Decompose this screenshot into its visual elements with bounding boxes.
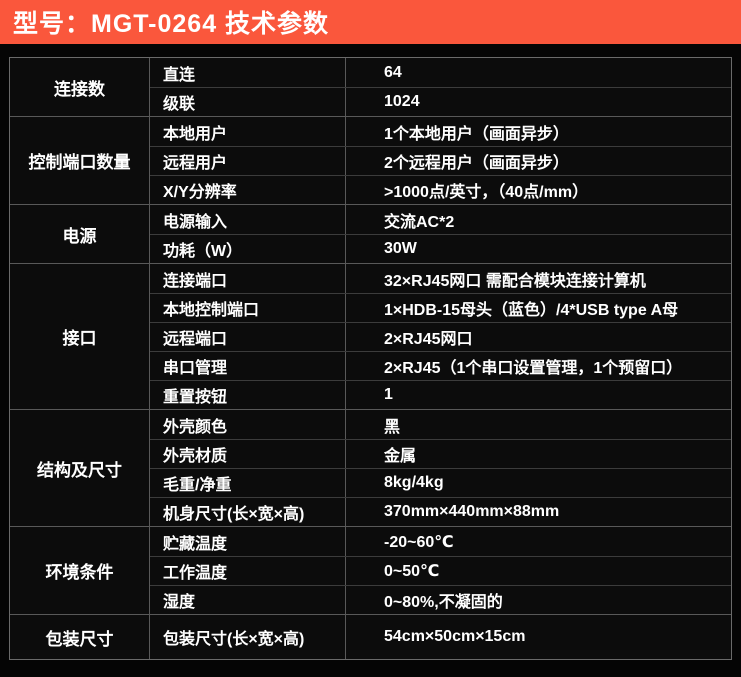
table-row: 贮藏温度 -20~60℃ bbox=[150, 527, 731, 556]
spec-group-control-ports: 控制端口数量 本地用户 1个本地用户（画面异步） 远程用户 2个远程用户（画面异… bbox=[10, 116, 731, 204]
table-row: 级联 1024 bbox=[150, 87, 731, 116]
table-row: 毛重/净重 8kg/4kg bbox=[150, 468, 731, 497]
param-label: 连接端口 bbox=[150, 264, 346, 293]
table-row: 湿度 0~80%,不凝固的 bbox=[150, 585, 731, 614]
category-cell: 连接数 bbox=[10, 58, 150, 116]
param-label: 远程端口 bbox=[150, 323, 346, 351]
header-bar: 型号：MGT-0264 技术参数 bbox=[0, 0, 741, 44]
group-rows: 外壳颜色 黑 外壳材质 金属 毛重/净重 8kg/4kg 机身尺寸(长×宽×高)… bbox=[150, 410, 731, 526]
param-value: 1个本地用户（画面异步） bbox=[384, 125, 569, 143]
spec-group-power: 电源 电源输入 交流AC*2 功耗（W） 30W bbox=[10, 204, 731, 263]
param-value: 交流AC*2 bbox=[384, 213, 455, 231]
param-value: 1×HDB-15母头（蓝色）/4*USB type A母 bbox=[384, 302, 679, 319]
param-label: 本地控制端口 bbox=[150, 294, 346, 322]
param-label: 电源输入 bbox=[150, 205, 346, 234]
table-row: 功耗（W） 30W bbox=[150, 234, 731, 263]
param-value: 370mm×440mm×88mm bbox=[384, 503, 560, 520]
group-rows: 电源输入 交流AC*2 功耗（W） 30W bbox=[150, 205, 731, 263]
table-row: 连接端口 32×RJ45网口 需配合模块连接计算机 bbox=[150, 264, 731, 293]
table-row: 本地用户 1个本地用户（画面异步） bbox=[150, 117, 731, 146]
param-value: 8kg/4kg bbox=[384, 474, 444, 491]
table-row: 重置按钮 1 bbox=[150, 380, 731, 409]
param-value: -20~60℃ bbox=[384, 533, 454, 551]
param-value: 30W bbox=[384, 240, 417, 257]
group-rows: 连接端口 32×RJ45网口 需配合模块连接计算机 本地控制端口 1×HDB-1… bbox=[150, 264, 731, 409]
param-label: 毛重/净重 bbox=[150, 469, 346, 497]
param-value: 金属 bbox=[384, 448, 417, 465]
param-value: 0~80%,不凝固的 bbox=[384, 594, 503, 611]
param-value: 黑 bbox=[384, 418, 401, 436]
param-value: 0~50℃ bbox=[384, 563, 440, 580]
group-rows: 贮藏温度 -20~60℃ 工作温度 0~50℃ 湿度 0~80%,不凝固的 bbox=[150, 527, 731, 614]
param-value: 64 bbox=[384, 63, 402, 81]
param-label: 本地用户 bbox=[150, 117, 346, 146]
category-cell: 电源 bbox=[10, 205, 150, 263]
param-value: >1000点/英寸，（40点/mm） bbox=[384, 184, 589, 201]
param-label: 湿度 bbox=[150, 586, 346, 614]
spec-table: 连接数 直连 64 级联 1024 控制端口数量 本地用户 1个本地用户（画面异… bbox=[9, 57, 732, 660]
table-row: 本地控制端口 1×HDB-15母头（蓝色）/4*USB type A母 bbox=[150, 293, 731, 322]
param-label: 串口管理 bbox=[150, 352, 346, 380]
param-label: 重置按钮 bbox=[150, 381, 346, 409]
spec-group-structure-size: 结构及尺寸 外壳颜色 黑 外壳材质 金属 毛重/净重 8kg/4kg 机身尺寸(… bbox=[10, 409, 731, 526]
page-title: 型号：MGT-0264 技术参数 bbox=[13, 10, 330, 38]
category-cell: 环境条件 bbox=[10, 527, 150, 614]
group-rows: 直连 64 级联 1024 bbox=[150, 58, 731, 116]
param-label: 级联 bbox=[150, 88, 346, 116]
category-cell: 结构及尺寸 bbox=[10, 410, 150, 526]
param-label: 远程用户 bbox=[150, 147, 346, 175]
table-row: 包装尺寸(长×宽×高) 54cm×50cm×15cm bbox=[150, 615, 731, 659]
param-value: 1 bbox=[384, 386, 393, 403]
table-row: 电源输入 交流AC*2 bbox=[150, 205, 731, 234]
param-value: 2个远程用户（画面异步） bbox=[384, 155, 569, 172]
param-value: 2×RJ45网口 bbox=[384, 331, 473, 348]
category-cell: 包装尺寸 bbox=[10, 615, 150, 659]
spec-group-environment: 环境条件 贮藏温度 -20~60℃ 工作温度 0~50℃ 湿度 0~80%,不凝… bbox=[10, 526, 731, 614]
table-row: 远程端口 2×RJ45网口 bbox=[150, 322, 731, 351]
group-rows: 包装尺寸(长×宽×高) 54cm×50cm×15cm bbox=[150, 615, 731, 659]
param-label: 机身尺寸(长×宽×高) bbox=[150, 498, 346, 526]
table-row: 直连 64 bbox=[150, 58, 731, 87]
param-label: 外壳颜色 bbox=[150, 410, 346, 439]
table-row: 远程用户 2个远程用户（画面异步） bbox=[150, 146, 731, 175]
param-label: 贮藏温度 bbox=[150, 527, 346, 556]
spec-group-package-size: 包装尺寸 包装尺寸(长×宽×高) 54cm×50cm×15cm bbox=[10, 614, 731, 659]
category-cell: 控制端口数量 bbox=[10, 117, 150, 204]
param-value: 2×RJ45（1个串口设置管理，1个预留口） bbox=[384, 360, 683, 377]
param-label: X/Y分辨率 bbox=[150, 176, 346, 204]
param-value: 1024 bbox=[384, 93, 420, 110]
table-row: 机身尺寸(长×宽×高) 370mm×440mm×88mm bbox=[150, 497, 731, 526]
table-row: 外壳颜色 黑 bbox=[150, 410, 731, 439]
param-label: 包装尺寸(长×宽×高) bbox=[150, 615, 346, 659]
group-rows: 本地用户 1个本地用户（画面异步） 远程用户 2个远程用户（画面异步） X/Y分… bbox=[150, 117, 731, 204]
param-label: 直连 bbox=[150, 58, 346, 87]
param-value: 54cm×50cm×15cm bbox=[384, 628, 526, 645]
table-row: X/Y分辨率 >1000点/英寸，（40点/mm） bbox=[150, 175, 731, 204]
table-row: 工作温度 0~50℃ bbox=[150, 556, 731, 585]
param-label: 外壳材质 bbox=[150, 440, 346, 468]
param-label: 工作温度 bbox=[150, 557, 346, 585]
spec-group-interfaces: 接口 连接端口 32×RJ45网口 需配合模块连接计算机 本地控制端口 1×HD… bbox=[10, 263, 731, 409]
param-label: 功耗（W） bbox=[150, 235, 346, 263]
param-value: 32×RJ45网口 需配合模块连接计算机 bbox=[384, 272, 646, 290]
spec-group-connections: 连接数 直连 64 级联 1024 bbox=[10, 58, 731, 116]
table-row: 串口管理 2×RJ45（1个串口设置管理，1个预留口） bbox=[150, 351, 731, 380]
category-cell: 接口 bbox=[10, 264, 150, 409]
table-row: 外壳材质 金属 bbox=[150, 439, 731, 468]
